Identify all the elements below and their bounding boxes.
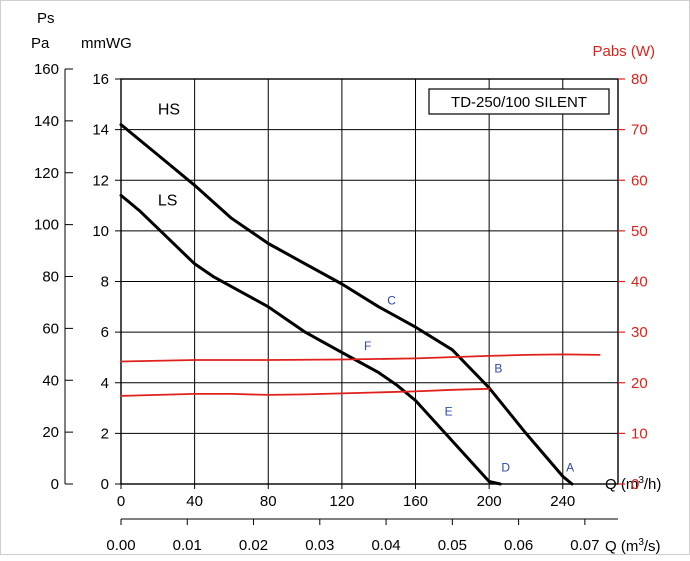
pabs-tick-label: 40 xyxy=(631,274,648,291)
power-curve xyxy=(120,353,601,363)
m3h-tick-label: 200 xyxy=(477,493,502,510)
mmwg-tick-label: 14 xyxy=(92,122,109,139)
mmwg-unit-label: mmWG xyxy=(81,35,132,52)
mmwg-tick-label: 2 xyxy=(101,425,109,442)
m3h-tick-label: 240 xyxy=(550,493,575,510)
pabs-tick-label: 0 xyxy=(631,476,639,493)
m3s-tick-label: 0.02 xyxy=(239,537,268,554)
m3h-tick-label: 0 xyxy=(117,493,125,510)
pabs-tick-label: 60 xyxy=(631,172,648,189)
ps-axis-header: Ps xyxy=(37,10,55,27)
pa-unit-label: Pa xyxy=(31,35,50,52)
point-label-b: B xyxy=(494,362,502,376)
mmwg-tick-label: 6 xyxy=(101,324,109,341)
pressure-curve-hs xyxy=(119,123,574,486)
point-label-c: C xyxy=(387,293,396,307)
pa-tick-label: 60 xyxy=(42,320,59,337)
point-label-f: F xyxy=(364,339,371,353)
pressure-curve-ls xyxy=(119,193,502,486)
curve-label-ls: LS xyxy=(158,193,178,210)
pa-tick-label: 20 xyxy=(42,424,59,441)
m3s-tick-label: 0.03 xyxy=(305,537,334,554)
m3h-tick-label: 160 xyxy=(403,493,428,510)
m3h-tick-label: 80 xyxy=(260,493,277,510)
pa-tick-label: 0 xyxy=(51,476,59,493)
pabs-axis-label: Pabs (W) xyxy=(592,43,655,60)
mmwg-tick-label: 0 xyxy=(101,476,109,493)
mmwg-tick-label: 16 xyxy=(92,71,109,88)
pabs-tick-label: 20 xyxy=(631,375,648,392)
title-box xyxy=(428,88,610,115)
chart-title: TD-250/100 SILENT xyxy=(451,94,587,111)
x-axis-label-m3s: Q (m3/s) xyxy=(605,537,661,555)
m3s-tick-label: 0.00 xyxy=(106,537,135,554)
labels: HS LS A B C D E F xyxy=(158,101,574,474)
pa-tick-label: 160 xyxy=(34,61,59,78)
pabs-tick-label: 50 xyxy=(631,223,648,240)
mmwg-tick-label: 4 xyxy=(101,375,109,392)
pa-tick-label: 140 xyxy=(34,113,59,130)
pabs-tick-label: 80 xyxy=(631,71,648,88)
pa-tick-label: 80 xyxy=(42,269,59,286)
mmwg-tick-label: 12 xyxy=(92,172,109,189)
curve-label-hs: HS xyxy=(158,101,180,118)
m3s-tick-label: 0.05 xyxy=(438,537,467,554)
m3s-tick-label: 0.07 xyxy=(570,537,599,554)
mmwg-tick-label: 8 xyxy=(101,274,109,291)
pabs-tick-label: 10 xyxy=(631,425,648,442)
point-label-d: D xyxy=(501,460,510,474)
power-curve xyxy=(120,387,491,397)
m3h-tick-label: 120 xyxy=(329,493,354,510)
ticks: 0204060801001201401600246810121416010203… xyxy=(34,61,648,554)
point-label-a: A xyxy=(566,460,574,474)
pa-tick-label: 40 xyxy=(42,372,59,389)
series xyxy=(119,123,601,486)
m3h-tick-label: 40 xyxy=(186,493,203,510)
m3s-tick-label: 0.01 xyxy=(173,537,202,554)
grid xyxy=(121,78,618,484)
mmwg-tick-label: 10 xyxy=(92,223,109,240)
m3s-tick-label: 0.06 xyxy=(504,537,533,554)
pabs-tick-label: 70 xyxy=(631,122,648,139)
pa-tick-label: 100 xyxy=(34,217,59,234)
pa-tick-label: 120 xyxy=(34,165,59,182)
pabs-tick-label: 30 xyxy=(631,324,648,341)
m3s-tick-label: 0.04 xyxy=(371,537,400,554)
point-label-e: E xyxy=(445,405,453,419)
